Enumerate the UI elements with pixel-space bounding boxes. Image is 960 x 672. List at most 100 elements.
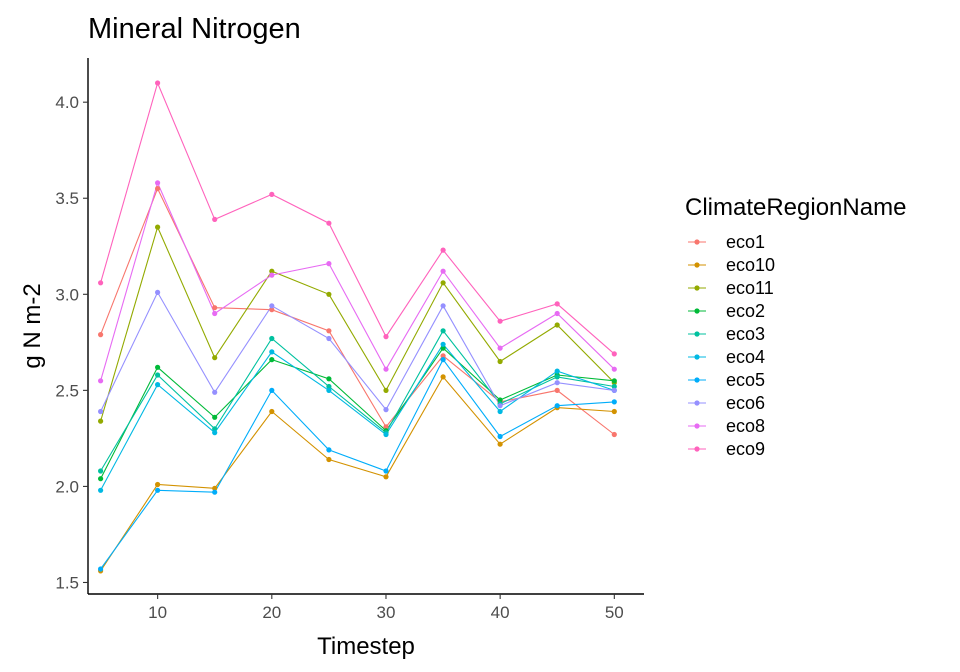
data-point-eco6 [497,403,503,409]
data-point-eco6 [611,387,617,393]
legend-key-point [694,285,700,291]
data-point-eco3 [212,426,218,432]
legend-label: eco8 [726,416,765,436]
data-point-eco9 [554,301,560,307]
legend-items: eco1 eco10 eco11 eco2 eco3 eco4 eco5 eco6 eco8 ec… [688,232,775,459]
data-point-eco5 [269,387,275,393]
data-point-eco10 [440,374,446,380]
data-point-eco2 [326,376,332,382]
data-point-eco2 [98,476,104,482]
data-point-eco3 [326,383,332,390]
data-point-eco9 [269,191,275,197]
data-point-eco10 [611,408,617,415]
legend-item-eco10: eco10 [688,255,775,275]
data-point-eco9 [155,80,161,86]
series-line-eco5 [100,358,615,570]
series-line-eco2 [100,347,615,479]
data-point-eco8 [611,366,617,372]
legend-key-point [694,262,700,268]
plot-area: 1.5 2.0 2.5 3.0 3.5 4.0 10 20 30 40 50 [55,58,644,622]
data-point-eco8 [269,272,275,278]
series-lines [100,81,615,572]
data-point-eco5 [155,487,161,493]
data-point-eco6 [98,408,104,415]
data-point-eco9 [326,220,332,226]
legend-label: eco1 [726,232,765,252]
series-line-eco3 [100,329,615,472]
data-point-eco3 [554,374,560,380]
data-point-eco9 [383,334,389,340]
data-point-eco1 [611,431,617,438]
series-line-eco11 [100,225,615,422]
data-point-eco9 [212,216,218,222]
data-point-eco11 [98,418,104,424]
data-point-eco2 [611,378,617,384]
legend-key-point [694,446,700,452]
x-ticks: 10 20 30 40 50 [148,594,624,622]
legend-label: eco9 [726,439,765,459]
data-point-eco4 [440,341,446,347]
legend-item-eco1: eco1 [688,232,765,252]
data-point-eco11 [155,224,161,230]
data-point-eco4 [155,382,161,388]
data-point-eco8 [326,261,332,267]
data-point-eco6 [554,380,560,386]
legend-title: ClimateRegionName [685,194,906,221]
legend-key-point [694,354,700,360]
series-line-eco9 [100,81,615,355]
x-tick-label: 30 [377,603,396,622]
data-point-eco11 [212,355,218,361]
data-point-eco4 [212,430,218,436]
data-point-eco2 [440,345,446,351]
data-point-eco8 [155,180,161,186]
legend-item-eco3: eco3 [688,324,765,344]
data-point-eco1 [155,186,161,192]
legend-label: eco10 [726,255,775,275]
legend-item-eco4: eco4 [688,347,765,367]
data-point-eco4 [554,368,560,374]
data-point-eco11 [497,358,503,365]
data-point-eco3 [98,468,104,474]
series-line-eco6 [100,291,615,412]
data-point-eco4 [269,349,275,355]
series-points [98,80,617,574]
legend: ClimateRegionName eco1 eco10 eco11 eco2 eco3… [685,194,906,459]
data-point-eco3 [269,335,275,342]
data-point-eco8 [212,310,218,317]
data-point-eco2 [155,364,161,370]
data-point-eco6 [326,335,332,342]
y-ticks: 1.5 2.0 2.5 3.0 3.5 4.0 [55,93,88,592]
y-tick-label: 2.5 [55,381,79,400]
series-line-eco4 [100,343,615,491]
data-point-eco6 [212,389,218,395]
legend-item-eco6: eco6 [688,393,765,413]
data-point-eco11 [554,322,560,328]
legend-key-point [694,377,700,383]
legend-label: eco6 [726,393,765,413]
data-point-eco4 [326,387,332,393]
data-point-eco3 [155,372,161,378]
data-point-eco1 [440,353,446,359]
data-point-eco4 [383,431,389,438]
y-tick-label: 3.5 [55,189,79,208]
legend-label: eco11 [726,278,774,298]
data-point-eco1 [98,332,104,338]
y-tick-label: 1.5 [55,573,79,592]
data-point-eco9 [497,318,503,324]
legend-label: eco5 [726,370,765,390]
data-point-eco10 [497,441,503,447]
y-tick-label: 4.0 [55,93,79,112]
x-axis-title: Timestep [317,633,415,660]
data-point-eco6 [440,303,446,309]
data-point-eco6 [383,407,389,413]
data-point-eco8 [98,378,104,384]
data-point-eco10 [326,456,332,463]
data-point-eco10 [269,408,275,415]
data-point-eco6 [155,289,161,295]
data-point-eco1 [212,305,218,311]
data-point-eco2 [212,414,218,420]
x-tick-label: 50 [605,603,624,622]
legend-label: eco4 [726,347,765,367]
x-tick-label: 20 [262,603,281,622]
